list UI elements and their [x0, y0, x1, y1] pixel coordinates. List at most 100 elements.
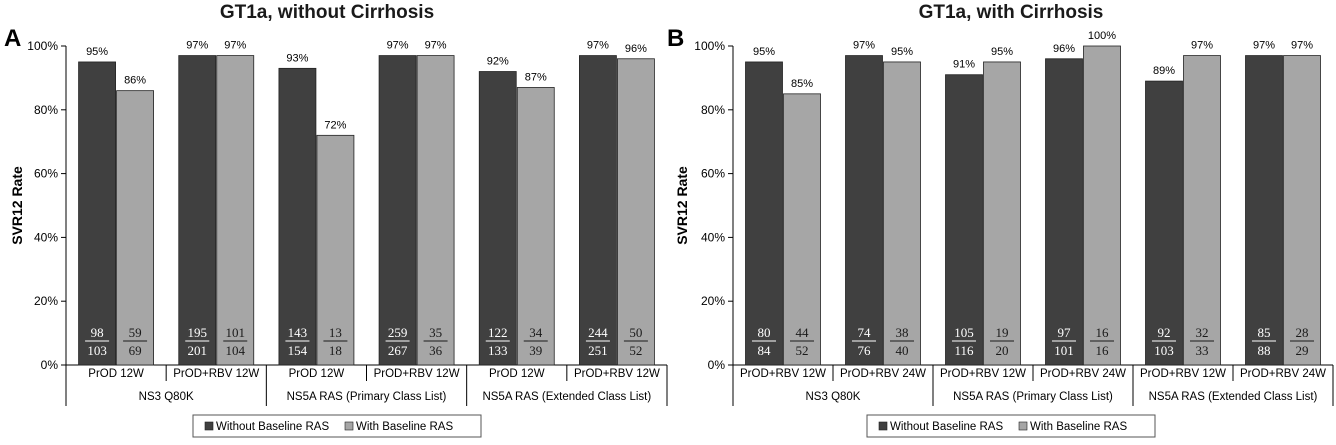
- fraction-denominator: 36: [429, 343, 443, 358]
- data-label: 95%: [86, 46, 108, 58]
- fraction-denominator: 101: [1054, 343, 1074, 358]
- data-label: 91%: [953, 59, 975, 71]
- data-label: 100%: [1088, 30, 1116, 42]
- fraction-numerator: 195: [188, 325, 208, 340]
- bar: [579, 55, 617, 366]
- data-label: 97%: [853, 40, 875, 52]
- y-tick-label: 100%: [694, 39, 725, 53]
- panel-b: GT1a, with Cirrhosis B SVR12 Rate 0% 20% 40% 6…: [667, 2, 1334, 438]
- bar: [1145, 80, 1183, 366]
- data-label: 89%: [1153, 65, 1175, 77]
- y-axis-label: SVR12 Rate: [9, 166, 25, 245]
- category-label: PrOD 12W: [489, 368, 545, 380]
- panel-letter: B: [667, 25, 684, 52]
- legend-swatch: [1018, 421, 1028, 431]
- bar: [945, 74, 983, 366]
- fraction-numerator: 13: [329, 325, 342, 340]
- bar: [378, 55, 417, 366]
- fraction-numerator: 101: [226, 325, 246, 340]
- group-label: NS5A RAS (Primary Class List): [953, 391, 1113, 403]
- bar: [983, 61, 1021, 366]
- fraction-denominator: 103: [87, 343, 107, 358]
- fraction-numerator: 122: [488, 325, 508, 340]
- fraction-numerator: 50: [629, 325, 642, 340]
- panel-a: GT1a, without Cirrhosis A SVR12 Rate 0% 20% 4…: [4, 2, 668, 438]
- bar: [883, 61, 921, 366]
- fraction-numerator: 34: [529, 325, 543, 340]
- fraction-denominator: 104: [226, 343, 246, 358]
- bar: [316, 134, 355, 366]
- fraction-numerator: 92: [1158, 325, 1171, 340]
- group-label: NS5A RAS (Extended Class List): [1149, 391, 1318, 403]
- fraction-denominator: 52: [629, 343, 642, 358]
- group-label: NS5A RAS (Extended Class List): [482, 391, 651, 403]
- fraction-numerator: 98: [91, 325, 104, 340]
- fraction-numerator: 74: [858, 325, 872, 340]
- bar: [1183, 55, 1221, 366]
- data-label: 97%: [1291, 40, 1313, 52]
- category-label: PrOD+RBV 12W: [1140, 368, 1226, 380]
- fraction-denominator: 267: [388, 343, 408, 358]
- data-label: 87%: [525, 71, 547, 83]
- fraction-numerator: 59: [129, 325, 142, 340]
- chart-title: GT1a, without Cirrhosis: [220, 2, 434, 23]
- bar: [516, 87, 555, 366]
- category-label: PrOD+RBV 24W: [1240, 368, 1326, 380]
- bar: [1283, 55, 1321, 366]
- fraction-numerator: 97: [1058, 325, 1072, 340]
- fraction-denominator: 251: [588, 343, 608, 358]
- bar: [1245, 55, 1283, 366]
- data-label: 97%: [186, 40, 208, 52]
- category-label: PrOD+RBV 12W: [740, 368, 826, 380]
- fraction-denominator: 52: [796, 343, 809, 358]
- data-label: 96%: [1053, 43, 1075, 55]
- category-label: PrOD+RBV 24W: [840, 368, 926, 380]
- panel-letter: A: [4, 25, 21, 52]
- y-tick-label: 40%: [701, 230, 725, 244]
- bar: [478, 71, 517, 366]
- data-label: 97%: [425, 40, 447, 52]
- legend-swatch: [878, 421, 888, 431]
- data-label: 97%: [387, 40, 409, 52]
- data-label: 85%: [791, 78, 813, 90]
- category-label: PrOD+RBV 12W: [173, 368, 259, 380]
- fraction-denominator: 16: [1096, 343, 1110, 358]
- group-label: NS3 Q80K: [806, 391, 861, 403]
- bar: [278, 67, 317, 366]
- data-label: 97%: [224, 40, 246, 52]
- y-tick-label: 100%: [27, 39, 58, 53]
- fraction-numerator: 105: [954, 325, 974, 340]
- bar: [745, 61, 783, 366]
- category-label: PrOD+RBV 12W: [574, 368, 660, 380]
- bar: [1045, 58, 1083, 366]
- legend-label: With Baseline RAS: [356, 421, 453, 433]
- fraction-numerator: 44: [796, 325, 810, 340]
- fraction-numerator: 244: [588, 325, 608, 340]
- fraction-numerator: 85: [1258, 325, 1271, 340]
- bar: [78, 61, 116, 366]
- legend-swatch: [204, 421, 214, 431]
- data-label: 96%: [625, 43, 647, 55]
- fraction-denominator: 33: [1196, 343, 1209, 358]
- fraction-denominator: 201: [188, 343, 208, 358]
- data-label: 86%: [124, 75, 146, 87]
- legend-label: Without Baseline RAS: [216, 421, 329, 433]
- y-tick-label: 20%: [701, 294, 725, 308]
- legend-box: [866, 414, 1156, 438]
- fraction-denominator: 29: [1296, 343, 1309, 358]
- fraction-numerator: 38: [896, 325, 909, 340]
- bar: [617, 58, 655, 366]
- legend-box: [192, 414, 482, 438]
- fraction-denominator: 69: [129, 343, 142, 358]
- fraction-denominator: 40: [896, 343, 909, 358]
- bar: [416, 55, 455, 366]
- fraction-numerator: 19: [996, 325, 1009, 340]
- category-label: PrOD 12W: [289, 368, 345, 380]
- y-tick-label: 20%: [34, 294, 58, 308]
- fraction-denominator: 103: [1154, 343, 1174, 358]
- data-label: 97%: [587, 40, 609, 52]
- fraction-numerator: 80: [758, 325, 771, 340]
- fraction-denominator: 18: [329, 343, 342, 358]
- legend-swatch: [344, 421, 354, 431]
